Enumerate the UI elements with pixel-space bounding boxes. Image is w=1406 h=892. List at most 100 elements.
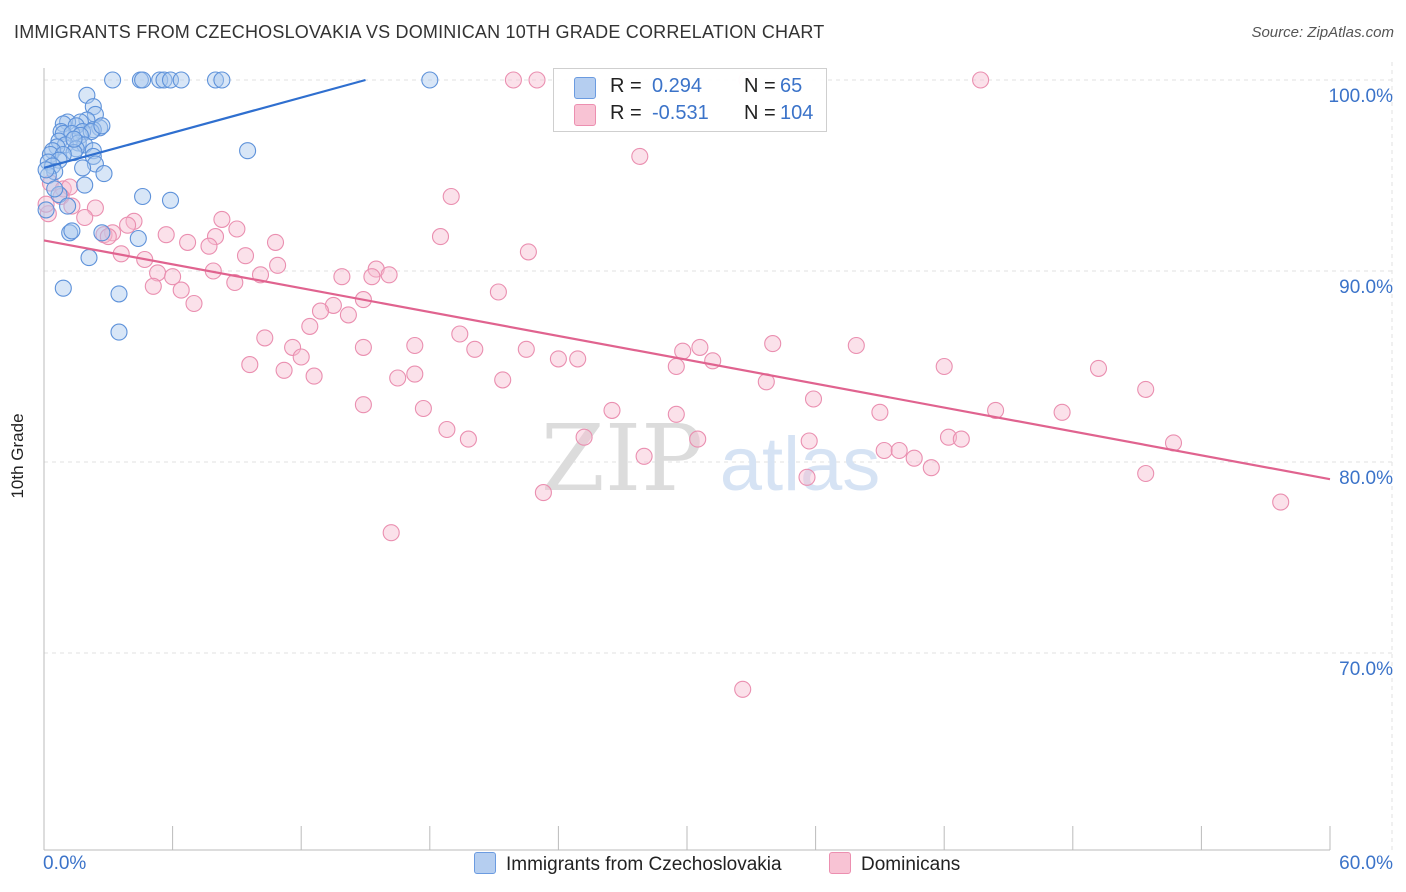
- dominicans-point: [689, 430, 707, 448]
- czechoslovakia-point: [155, 71, 173, 89]
- legend-r-label: R =: [610, 102, 642, 124]
- czechoslovakia-point: [86, 155, 104, 173]
- dominicans-point: [301, 317, 319, 335]
- dominicans-point: [800, 432, 818, 450]
- dominicans-point: [466, 340, 484, 358]
- dominicans-point: [382, 524, 400, 542]
- bottom-legend-czechoslovakia: Immigrants from Czechoslovakia: [474, 852, 782, 876]
- dominicans-point: [1137, 380, 1155, 398]
- dominicans-point: [76, 208, 94, 227]
- x-tick-left: 0.0%: [43, 853, 87, 874]
- dominicans-point: [871, 403, 889, 421]
- dominicans-trend-line: [43, 239, 1331, 481]
- dominicans-point: [256, 329, 274, 347]
- dominicans-point: [972, 71, 990, 89]
- czechoslovakia-point: [134, 187, 152, 206]
- dominicans-point: [890, 441, 908, 460]
- czechoslovakia-point: [61, 224, 79, 242]
- dominicans-point: [311, 302, 330, 320]
- legend-n-value: 65: [780, 75, 803, 97]
- dominicans-point: [922, 459, 940, 477]
- y-tick-90: 90.0%: [1339, 277, 1393, 298]
- dominicans-point: [905, 449, 923, 467]
- legend-swatch-pink: [829, 852, 851, 874]
- dominicans-point: [213, 210, 231, 228]
- dominicans-point: [667, 405, 685, 423]
- y-tick-70: 70.0%: [1339, 659, 1393, 680]
- legend-swatch-blue: [474, 852, 496, 874]
- dominicans-point: [549, 350, 567, 368]
- dominicans-point: [431, 228, 450, 246]
- czechoslovakia-point: [93, 117, 111, 135]
- y-axis-label: 10th Grade: [8, 413, 27, 499]
- dominicans-point: [305, 367, 323, 385]
- legend-n-value: 104: [780, 102, 814, 124]
- dominicans-point: [875, 441, 893, 460]
- dominicans-point: [164, 268, 182, 286]
- czechoslovakia-point: [74, 159, 92, 177]
- dominicans-point: [459, 430, 477, 448]
- y-tick-100: 100.0%: [1328, 86, 1393, 107]
- dominicans-point: [172, 281, 190, 299]
- legend-swatch-pink: [574, 104, 596, 126]
- czechoslovakia-point: [95, 165, 113, 183]
- dominicans-point: [1053, 403, 1071, 421]
- dominicans-point: [86, 199, 104, 217]
- czechoslovakia-point: [63, 222, 81, 240]
- dominicans-point: [333, 268, 351, 286]
- czechoslovakia-point: [110, 323, 128, 341]
- dominicans-point: [528, 71, 546, 89]
- dominicans-point: [63, 197, 81, 215]
- dominicans-point: [939, 428, 958, 446]
- legend-n-label: N =: [744, 75, 776, 97]
- dominicans-point: [691, 338, 709, 356]
- dominicans-point: [228, 220, 246, 238]
- dominicans-point: [575, 428, 593, 446]
- czechoslovakia-point: [93, 224, 111, 242]
- dominicans-point: [380, 266, 398, 284]
- legend-n-label: N =: [744, 102, 776, 124]
- legend-label-dominicans: Dominicans: [861, 854, 961, 875]
- dominicans-point: [206, 228, 225, 246]
- dominicans-point: [354, 338, 372, 356]
- dominicans-point: [406, 336, 424, 355]
- dominicans-point: [603, 401, 621, 419]
- dominicans-point: [489, 283, 507, 301]
- dominicans-point: [241, 356, 259, 374]
- czechoslovakia-point: [80, 249, 98, 267]
- dominicans-point: [935, 357, 953, 376]
- dominicans-point: [764, 335, 782, 353]
- dominicans-point: [339, 306, 357, 324]
- czechoslovakia-point: [37, 201, 55, 219]
- dominicans-point: [569, 350, 587, 368]
- dominicans-point: [389, 369, 407, 387]
- legend-swatch-blue: [574, 77, 596, 99]
- dominicans-point: [952, 430, 970, 448]
- dominicans-point: [519, 243, 537, 261]
- dominicans-point: [354, 396, 372, 414]
- czechoslovakia-point: [46, 180, 64, 198]
- dominicans-point: [236, 247, 255, 265]
- dominicans-point: [517, 340, 535, 358]
- czechoslovakia-point: [129, 229, 147, 248]
- watermark-atlas: atlas: [720, 422, 881, 507]
- czechoslovakia-point: [59, 197, 77, 215]
- dominicans-point: [1272, 493, 1290, 511]
- czechoslovakia-point: [161, 191, 180, 209]
- dominicans-point: [37, 195, 55, 213]
- dominicans-point: [504, 71, 522, 89]
- czechoslovakia-point: [213, 71, 231, 89]
- dominicans-point: [534, 484, 552, 502]
- dominicans-point: [442, 187, 460, 206]
- dominicans-point: [179, 233, 197, 251]
- dominicans-point: [494, 371, 512, 389]
- dominicans-point: [406, 365, 424, 383]
- czechoslovakia-point: [37, 161, 55, 179]
- dominicans-point: [119, 216, 137, 234]
- dominicans-point: [847, 336, 865, 355]
- grid-lines: [44, 62, 1393, 850]
- legend-r-value: -0.531: [652, 102, 709, 124]
- dominicans-point: [157, 226, 175, 244]
- czechoslovakia-point: [206, 71, 225, 89]
